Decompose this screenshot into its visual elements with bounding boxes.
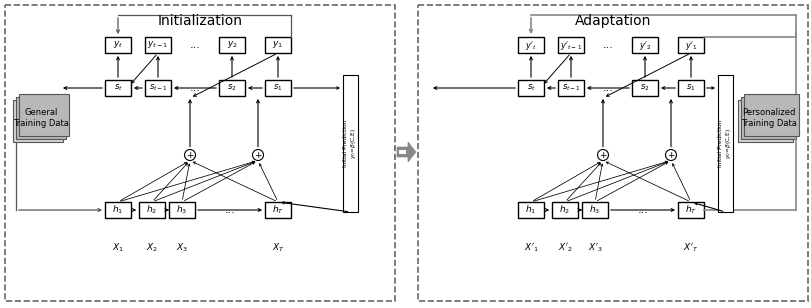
Text: ...: ... — [189, 83, 200, 93]
Text: $y'_1$: $y'_1$ — [684, 38, 697, 51]
Text: ...: ... — [189, 40, 200, 50]
Text: $y'_{t-1}$: $y'_{t-1}$ — [560, 38, 581, 51]
Text: $y'_2$: $y'_2$ — [638, 38, 650, 51]
FancyBboxPatch shape — [264, 202, 290, 218]
Polygon shape — [397, 142, 415, 162]
Text: $y_1$: $y_1$ — [272, 39, 283, 51]
Text: $y_2$: $y_2$ — [226, 39, 237, 51]
FancyBboxPatch shape — [219, 37, 245, 53]
Text: $s_t$: $s_t$ — [526, 83, 534, 93]
FancyBboxPatch shape — [557, 37, 583, 53]
Text: ...: ... — [602, 40, 612, 50]
FancyBboxPatch shape — [517, 202, 543, 218]
Text: $X'_1$: $X'_1$ — [523, 242, 538, 254]
FancyBboxPatch shape — [551, 202, 577, 218]
FancyBboxPatch shape — [105, 202, 131, 218]
FancyBboxPatch shape — [13, 100, 63, 142]
FancyBboxPatch shape — [517, 37, 543, 53]
Text: +: + — [254, 151, 261, 160]
FancyBboxPatch shape — [631, 80, 657, 96]
Circle shape — [597, 149, 607, 160]
Text: $s_1$: $s_1$ — [685, 83, 695, 93]
Text: +: + — [667, 151, 674, 160]
FancyBboxPatch shape — [105, 37, 131, 53]
Text: Initialization: Initialization — [157, 14, 242, 28]
Text: ...: ... — [225, 205, 235, 215]
Text: ...: ... — [602, 83, 612, 93]
FancyBboxPatch shape — [631, 37, 657, 53]
Text: +: + — [599, 151, 606, 160]
FancyBboxPatch shape — [342, 75, 358, 212]
FancyBboxPatch shape — [743, 94, 798, 136]
Text: $h_1$: $h_1$ — [112, 204, 123, 216]
Text: $X_3$: $X_3$ — [176, 242, 188, 254]
FancyBboxPatch shape — [169, 202, 195, 218]
Polygon shape — [398, 148, 406, 156]
Text: $h_2$: $h_2$ — [559, 204, 570, 216]
FancyBboxPatch shape — [145, 37, 171, 53]
Text: $X'_3$: $X'_3$ — [587, 242, 602, 254]
Text: Personalized
Training Data: Personalized Training Data — [740, 108, 796, 128]
Text: $h_T$: $h_T$ — [684, 204, 696, 216]
FancyBboxPatch shape — [219, 80, 245, 96]
FancyBboxPatch shape — [139, 202, 165, 218]
Text: $X'_2$: $X'_2$ — [557, 242, 572, 254]
Text: $X_1$: $X_1$ — [112, 242, 124, 254]
FancyBboxPatch shape — [19, 94, 69, 136]
FancyBboxPatch shape — [145, 80, 171, 96]
FancyBboxPatch shape — [581, 202, 607, 218]
Text: $s_{t-1}$: $s_{t-1}$ — [561, 83, 580, 93]
Text: $X_2$: $X_2$ — [146, 242, 158, 254]
Text: ...: ... — [637, 205, 648, 215]
Text: Initial Prediction
$y_0$=$\beta$(C,E): Initial Prediction $y_0$=$\beta$(C,E) — [342, 120, 358, 167]
Text: $X'_T$: $X'_T$ — [682, 242, 698, 254]
Text: $s_1$: $s_1$ — [273, 83, 282, 93]
Text: $s_{t-1}$: $s_{t-1}$ — [148, 83, 167, 93]
FancyBboxPatch shape — [677, 80, 703, 96]
Text: $h_3$: $h_3$ — [176, 204, 187, 216]
Text: $s_2$: $s_2$ — [227, 83, 237, 93]
FancyBboxPatch shape — [717, 75, 732, 212]
Text: $y_{t-1}$: $y_{t-1}$ — [147, 39, 169, 51]
FancyBboxPatch shape — [740, 97, 795, 139]
FancyBboxPatch shape — [557, 80, 583, 96]
Text: $y_t$: $y_t$ — [113, 39, 123, 51]
Text: $h_T$: $h_T$ — [272, 204, 284, 216]
FancyBboxPatch shape — [517, 80, 543, 96]
FancyBboxPatch shape — [677, 37, 703, 53]
Text: Initial Prediction
$y_0$=$\beta$(C,E): Initial Prediction $y_0$=$\beta$(C,E) — [717, 120, 732, 167]
Text: Adaptation: Adaptation — [574, 14, 650, 28]
Circle shape — [252, 149, 264, 160]
Text: $X_T$: $X_T$ — [271, 242, 284, 254]
Circle shape — [184, 149, 195, 160]
Text: $h_1$: $h_1$ — [525, 204, 536, 216]
Text: $y'_t$: $y'_t$ — [525, 38, 536, 51]
FancyBboxPatch shape — [264, 80, 290, 96]
FancyBboxPatch shape — [737, 100, 792, 142]
Text: $h_2$: $h_2$ — [146, 204, 157, 216]
Text: $s_2$: $s_2$ — [639, 83, 649, 93]
FancyBboxPatch shape — [105, 80, 131, 96]
Text: +: + — [186, 151, 194, 160]
FancyBboxPatch shape — [16, 97, 66, 139]
FancyBboxPatch shape — [677, 202, 703, 218]
Text: $h_3$: $h_3$ — [589, 204, 600, 216]
Circle shape — [665, 149, 676, 160]
Text: General
Training Data: General Training Data — [13, 108, 69, 128]
Text: $s_t$: $s_t$ — [114, 83, 122, 93]
FancyBboxPatch shape — [264, 37, 290, 53]
